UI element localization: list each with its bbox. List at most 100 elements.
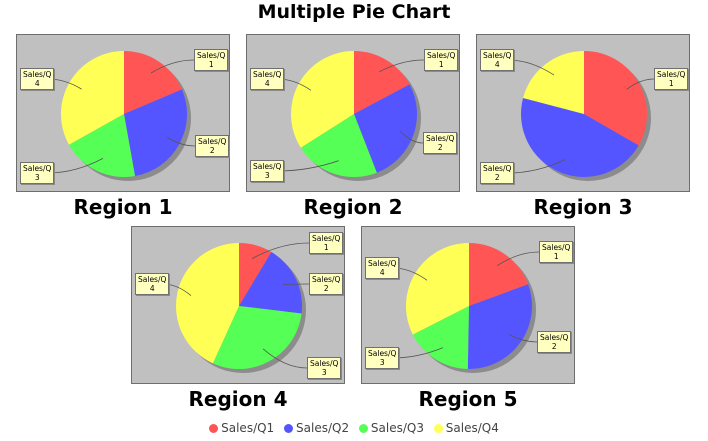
slice-label-line: 1 <box>438 60 444 69</box>
slice-label-line: Sales/Q <box>253 162 282 171</box>
pie-slice-q4 <box>61 51 124 145</box>
slice-label-line: Sales/Q <box>23 164 52 173</box>
slice-label-q2: Sales/Q 2 <box>423 132 458 154</box>
leader-line-q2 <box>166 137 196 147</box>
slice-label-q2: Sales/Q 2 <box>309 273 344 295</box>
slice-label-line: Sales/Q <box>197 51 226 60</box>
slice-label-line: 4 <box>149 284 155 293</box>
pie-slice-q1 <box>354 51 410 114</box>
slice-label-q1: Sales/Q 1 <box>194 49 229 71</box>
legend-label-q2: Sales/Q2 <box>296 421 350 435</box>
pie-svg-4 <box>162 242 310 373</box>
slice-label-q2: Sales/Q 2 <box>480 162 515 184</box>
slice-label-line: 3 <box>379 358 385 367</box>
slice-label-line: Sales/Q <box>312 275 341 284</box>
pie-panel-3: Sales/Q 1 Sales/Q 2 Sales/Q 4 <box>476 34 690 192</box>
pie-slice-q4 <box>523 51 584 114</box>
pie-panel-5: Sales/Q 1 Sales/Q 2 Sales/Q 3 Sales/Q 4 <box>361 226 575 384</box>
slice-label-line: Sales/Q <box>540 333 569 342</box>
slice-label-line: 1 <box>208 60 214 69</box>
legend-label-q1: Sales/Q1 <box>221 421 275 435</box>
pie-slice-q2 <box>124 89 188 177</box>
slice-label-line: Sales/Q <box>310 359 339 368</box>
slice-label-line: Sales/Q <box>427 51 456 60</box>
slice-label-q1: Sales/Q 1 <box>654 68 689 90</box>
legend-item-q3: Sales/Q3 <box>358 421 424 435</box>
legend-label-q4: Sales/Q4 <box>445 421 499 435</box>
slice-label-q1: Sales/Q 1 <box>539 241 574 263</box>
pie-slice-q2 <box>239 251 302 314</box>
legend-swatch-q3 <box>358 424 368 433</box>
pie-slice-q1 <box>124 51 182 114</box>
slice-label-q2: Sales/Q 2 <box>537 331 572 353</box>
leader-line-q2 <box>508 334 538 343</box>
slice-label-line: 1 <box>323 243 329 252</box>
leader-line-q1 <box>379 59 425 73</box>
slice-label-line: 2 <box>209 146 215 155</box>
leader-line-q2 <box>399 130 424 144</box>
slice-label-q3: Sales/Q 3 <box>250 160 285 182</box>
pie-slice-q1 <box>469 243 529 306</box>
slice-label-line: 2 <box>437 143 443 152</box>
slice-label-line: 4 <box>264 79 270 88</box>
slice-label-q3: Sales/Q 3 <box>20 162 55 184</box>
legend-item-q1: Sales/Q1 <box>209 421 274 435</box>
slice-label-line: Sales/Q <box>483 164 512 173</box>
slice-label-line: 2 <box>551 342 557 351</box>
pie-panel-1: Sales/Q 1 Sales/Q 2 Sales/Q 3 Sales/Q 4 <box>16 34 230 192</box>
pie-slice-q2 <box>467 284 532 369</box>
slice-label-line: 4 <box>379 268 385 277</box>
slice-label-line: 3 <box>264 171 270 180</box>
slice-label-line: Sales/Q <box>368 259 397 268</box>
legend-swatch-q1 <box>209 424 219 433</box>
pie-svg-3 <box>507 51 655 181</box>
pie-slice-q3 <box>212 306 302 369</box>
slice-label-line: Sales/Q <box>542 243 571 252</box>
pie-slice-q1 <box>584 51 647 146</box>
region-title-4: Region 4 <box>188 387 288 411</box>
slice-label-q4: Sales/Q 4 <box>480 49 515 71</box>
pie-slice-q4 <box>406 243 469 335</box>
pie-slice-q3 <box>68 114 136 177</box>
slice-label-line: Sales/Q <box>23 70 52 79</box>
chart-title: Multiple Pie Chart <box>257 1 451 23</box>
legend-item-q2: Sales/Q2 <box>284 421 349 435</box>
slice-label-q1: Sales/Q 1 <box>424 49 459 71</box>
legend-swatch-q2 <box>284 424 294 433</box>
slice-label-line: Sales/Q <box>198 137 227 146</box>
slice-label-line: 4 <box>494 60 500 69</box>
slice-label-line: Sales/Q <box>483 51 512 60</box>
slice-label-line: 2 <box>494 173 500 182</box>
slice-label-q3: Sales/Q 3 <box>307 357 342 379</box>
pie-panel-2: Sales/Q 1 Sales/Q 2 Sales/Q 3 Sales/Q 4 <box>246 34 460 192</box>
pie-svg-2 <box>277 51 425 181</box>
pie-slice-q3 <box>300 114 377 177</box>
slice-label-line: 2 <box>323 284 329 293</box>
pie-slice-q2 <box>354 84 417 173</box>
slice-label-line: Sales/Q <box>657 70 686 79</box>
slice-label-line: 1 <box>668 79 674 88</box>
region-title-3: Region 3 <box>533 195 633 219</box>
slice-label-q4: Sales/Q 4 <box>365 257 400 279</box>
region-title-2: Region 2 <box>303 195 403 219</box>
pie-svg-5 <box>392 243 540 373</box>
region-title-5: Region 5 <box>418 387 518 411</box>
pie-slice-q1 <box>239 243 272 306</box>
pie-slice-q4 <box>176 243 239 364</box>
slice-label-line: 3 <box>34 173 40 182</box>
slice-label-line: Sales/Q <box>426 134 455 143</box>
leader-line-q3 <box>262 348 308 369</box>
slice-label-line: 4 <box>34 79 40 88</box>
slice-label-line: 1 <box>553 252 559 261</box>
region-title-1: Region 1 <box>73 195 173 219</box>
slice-label-q2: Sales/Q 2 <box>195 135 230 157</box>
slice-label-q4: Sales/Q 4 <box>20 68 55 90</box>
legend: Sales/Q1 Sales/Q2 Sales/Q3 Sales/Q4 <box>0 421 708 435</box>
slice-label-q1: Sales/Q 1 <box>309 232 344 254</box>
legend-label-q3: Sales/Q3 <box>370 421 424 435</box>
slice-label-line: Sales/Q <box>138 275 167 284</box>
slice-label-line: Sales/Q <box>368 349 397 358</box>
legend-swatch-q4 <box>433 424 443 433</box>
pie-slice-q2 <box>521 97 639 178</box>
slice-label-q4: Sales/Q 4 <box>135 273 170 295</box>
